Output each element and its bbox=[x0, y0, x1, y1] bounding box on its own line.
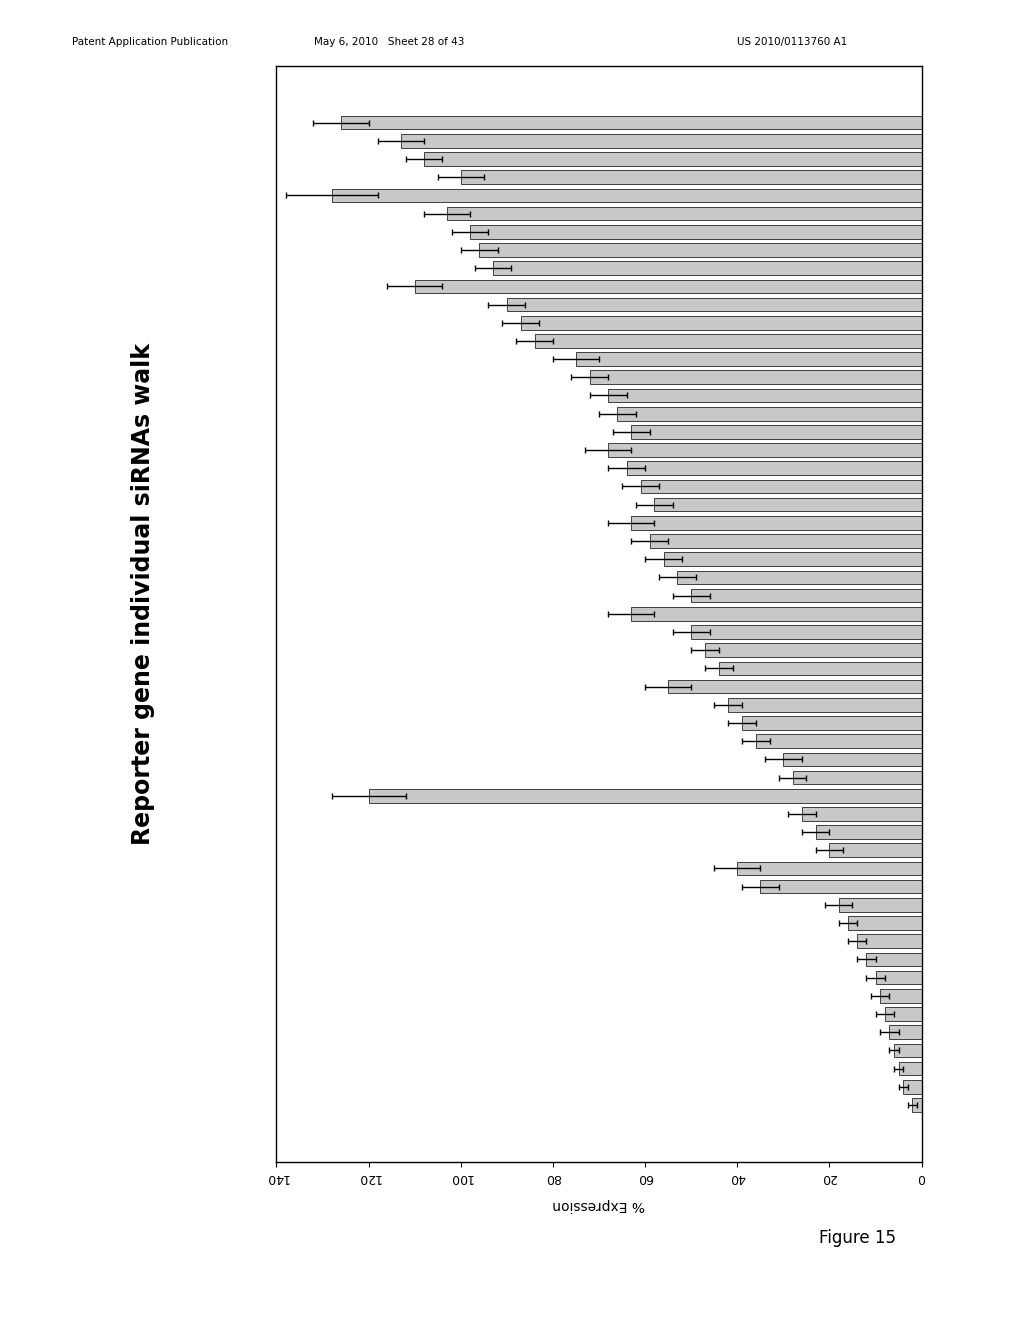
Bar bbox=[728, 698, 922, 711]
Bar bbox=[590, 371, 922, 384]
Bar bbox=[783, 752, 922, 766]
Bar bbox=[535, 334, 922, 347]
Bar bbox=[756, 734, 922, 748]
Bar bbox=[839, 898, 922, 912]
Bar bbox=[866, 953, 922, 966]
Bar bbox=[479, 243, 922, 257]
Bar bbox=[705, 643, 922, 657]
Bar bbox=[815, 825, 922, 840]
Bar bbox=[627, 462, 922, 475]
Bar bbox=[575, 352, 922, 366]
Bar bbox=[741, 717, 922, 730]
Bar bbox=[664, 552, 922, 566]
Bar bbox=[885, 1007, 922, 1020]
Bar bbox=[691, 589, 922, 602]
Bar bbox=[461, 170, 922, 183]
Bar bbox=[829, 843, 922, 857]
Bar bbox=[654, 498, 922, 511]
Text: US 2010/0113760 A1: US 2010/0113760 A1 bbox=[737, 37, 848, 48]
Bar bbox=[608, 388, 922, 403]
Bar bbox=[401, 135, 922, 148]
Bar bbox=[881, 989, 922, 1003]
Bar bbox=[494, 261, 922, 275]
Bar bbox=[889, 1026, 922, 1039]
Bar bbox=[760, 880, 922, 894]
Bar bbox=[415, 280, 922, 293]
Bar bbox=[631, 516, 922, 529]
Bar bbox=[912, 1098, 922, 1111]
Bar bbox=[899, 1061, 922, 1076]
Bar bbox=[691, 626, 922, 639]
Bar bbox=[447, 207, 922, 220]
Bar bbox=[470, 224, 922, 239]
Bar bbox=[848, 916, 922, 929]
Bar bbox=[669, 680, 922, 693]
Bar bbox=[719, 661, 922, 676]
Bar bbox=[793, 771, 922, 784]
Text: May 6, 2010   Sheet 28 of 43: May 6, 2010 Sheet 28 of 43 bbox=[314, 37, 464, 48]
Bar bbox=[650, 535, 922, 548]
Text: Figure 15: Figure 15 bbox=[819, 1229, 896, 1247]
Bar bbox=[369, 789, 922, 803]
Bar bbox=[857, 935, 922, 948]
Bar bbox=[617, 407, 922, 421]
X-axis label: % Expression: % Expression bbox=[553, 1199, 645, 1212]
Bar bbox=[903, 1080, 922, 1093]
Bar bbox=[507, 298, 922, 312]
Bar bbox=[631, 607, 922, 620]
Text: Patent Application Publication: Patent Application Publication bbox=[72, 37, 227, 48]
Bar bbox=[521, 315, 922, 330]
Bar bbox=[802, 807, 922, 821]
Bar bbox=[608, 444, 922, 457]
Bar bbox=[678, 570, 922, 585]
Bar bbox=[332, 189, 922, 202]
Bar bbox=[424, 152, 922, 166]
Bar bbox=[631, 425, 922, 438]
Bar bbox=[894, 1044, 922, 1057]
Bar bbox=[641, 479, 922, 494]
Bar bbox=[737, 862, 922, 875]
Bar bbox=[341, 116, 922, 129]
Text: Reporter gene individual siRNAs walk: Reporter gene individual siRNAs walk bbox=[131, 343, 156, 845]
Bar bbox=[876, 970, 922, 985]
